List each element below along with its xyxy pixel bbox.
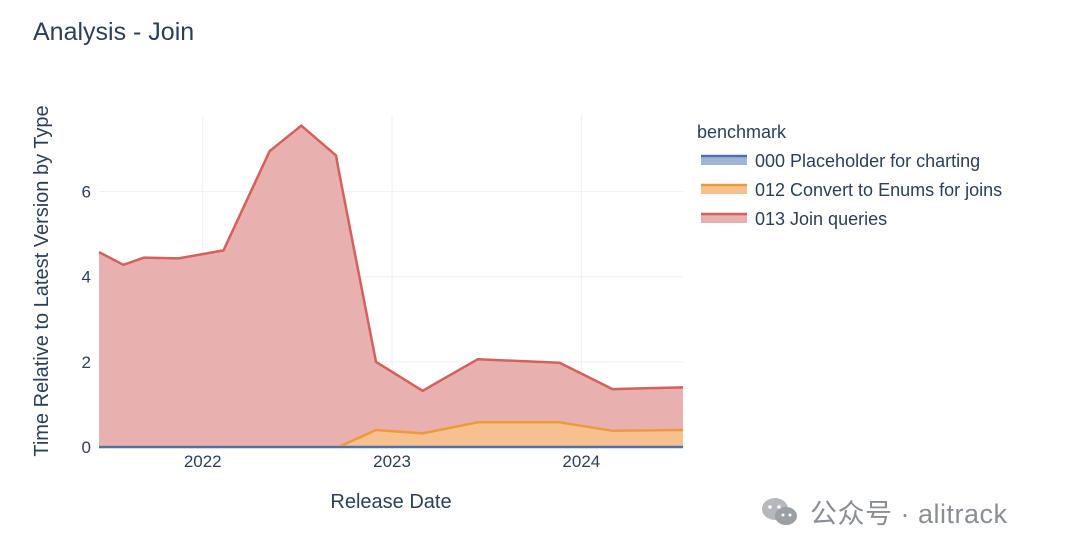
legend-swatch [701,214,747,223]
legend-swatch [701,185,747,194]
series-line-2 [98,124,684,393]
legend-item[interactable]: 012 Convert to Enums for joins [701,180,1002,200]
series-area-1 [99,422,683,447]
series-area-2 [99,125,683,447]
x-axis-ticks: 2022 2023 2024 [184,452,600,471]
legend-item[interactable]: 013 Join queries [701,209,887,229]
x-tick-label: 2023 [373,452,411,471]
legend-swatch [701,156,747,165]
y-tick-label: 4 [82,268,91,287]
legend-label: 000 Placeholder for charting [755,151,980,171]
y-tick-label: 6 [82,183,91,202]
series-lines [98,124,684,449]
legend: benchmark 000 Placeholder for charting 01… [697,122,1002,229]
wechat-icon [762,497,797,525]
x-tick-label: 2024 [562,452,600,471]
y-tick-label: 0 [82,438,91,457]
y-axis-label: Time Relative to Latest Version by Type [31,105,53,456]
legend-label: 012 Convert to Enums for joins [755,180,1002,200]
watermark: 公众号 · alitrack [760,492,1008,531]
y-tick-label: 2 [82,353,91,372]
x-axis-label: Release Date [330,491,451,513]
legend-label: 013 Join queries [755,209,887,229]
watermark-text: 公众号 · alitrack [810,499,1008,529]
plot-area [98,115,684,449]
y-axis-ticks: 0 2 4 6 [82,183,91,457]
legend-title: benchmark [697,122,787,142]
legend-item[interactable]: 000 Placeholder for charting [701,151,980,171]
x-tick-label: 2022 [184,452,222,471]
series-areas [99,125,683,447]
chart-title: Analysis - Join [33,18,194,46]
